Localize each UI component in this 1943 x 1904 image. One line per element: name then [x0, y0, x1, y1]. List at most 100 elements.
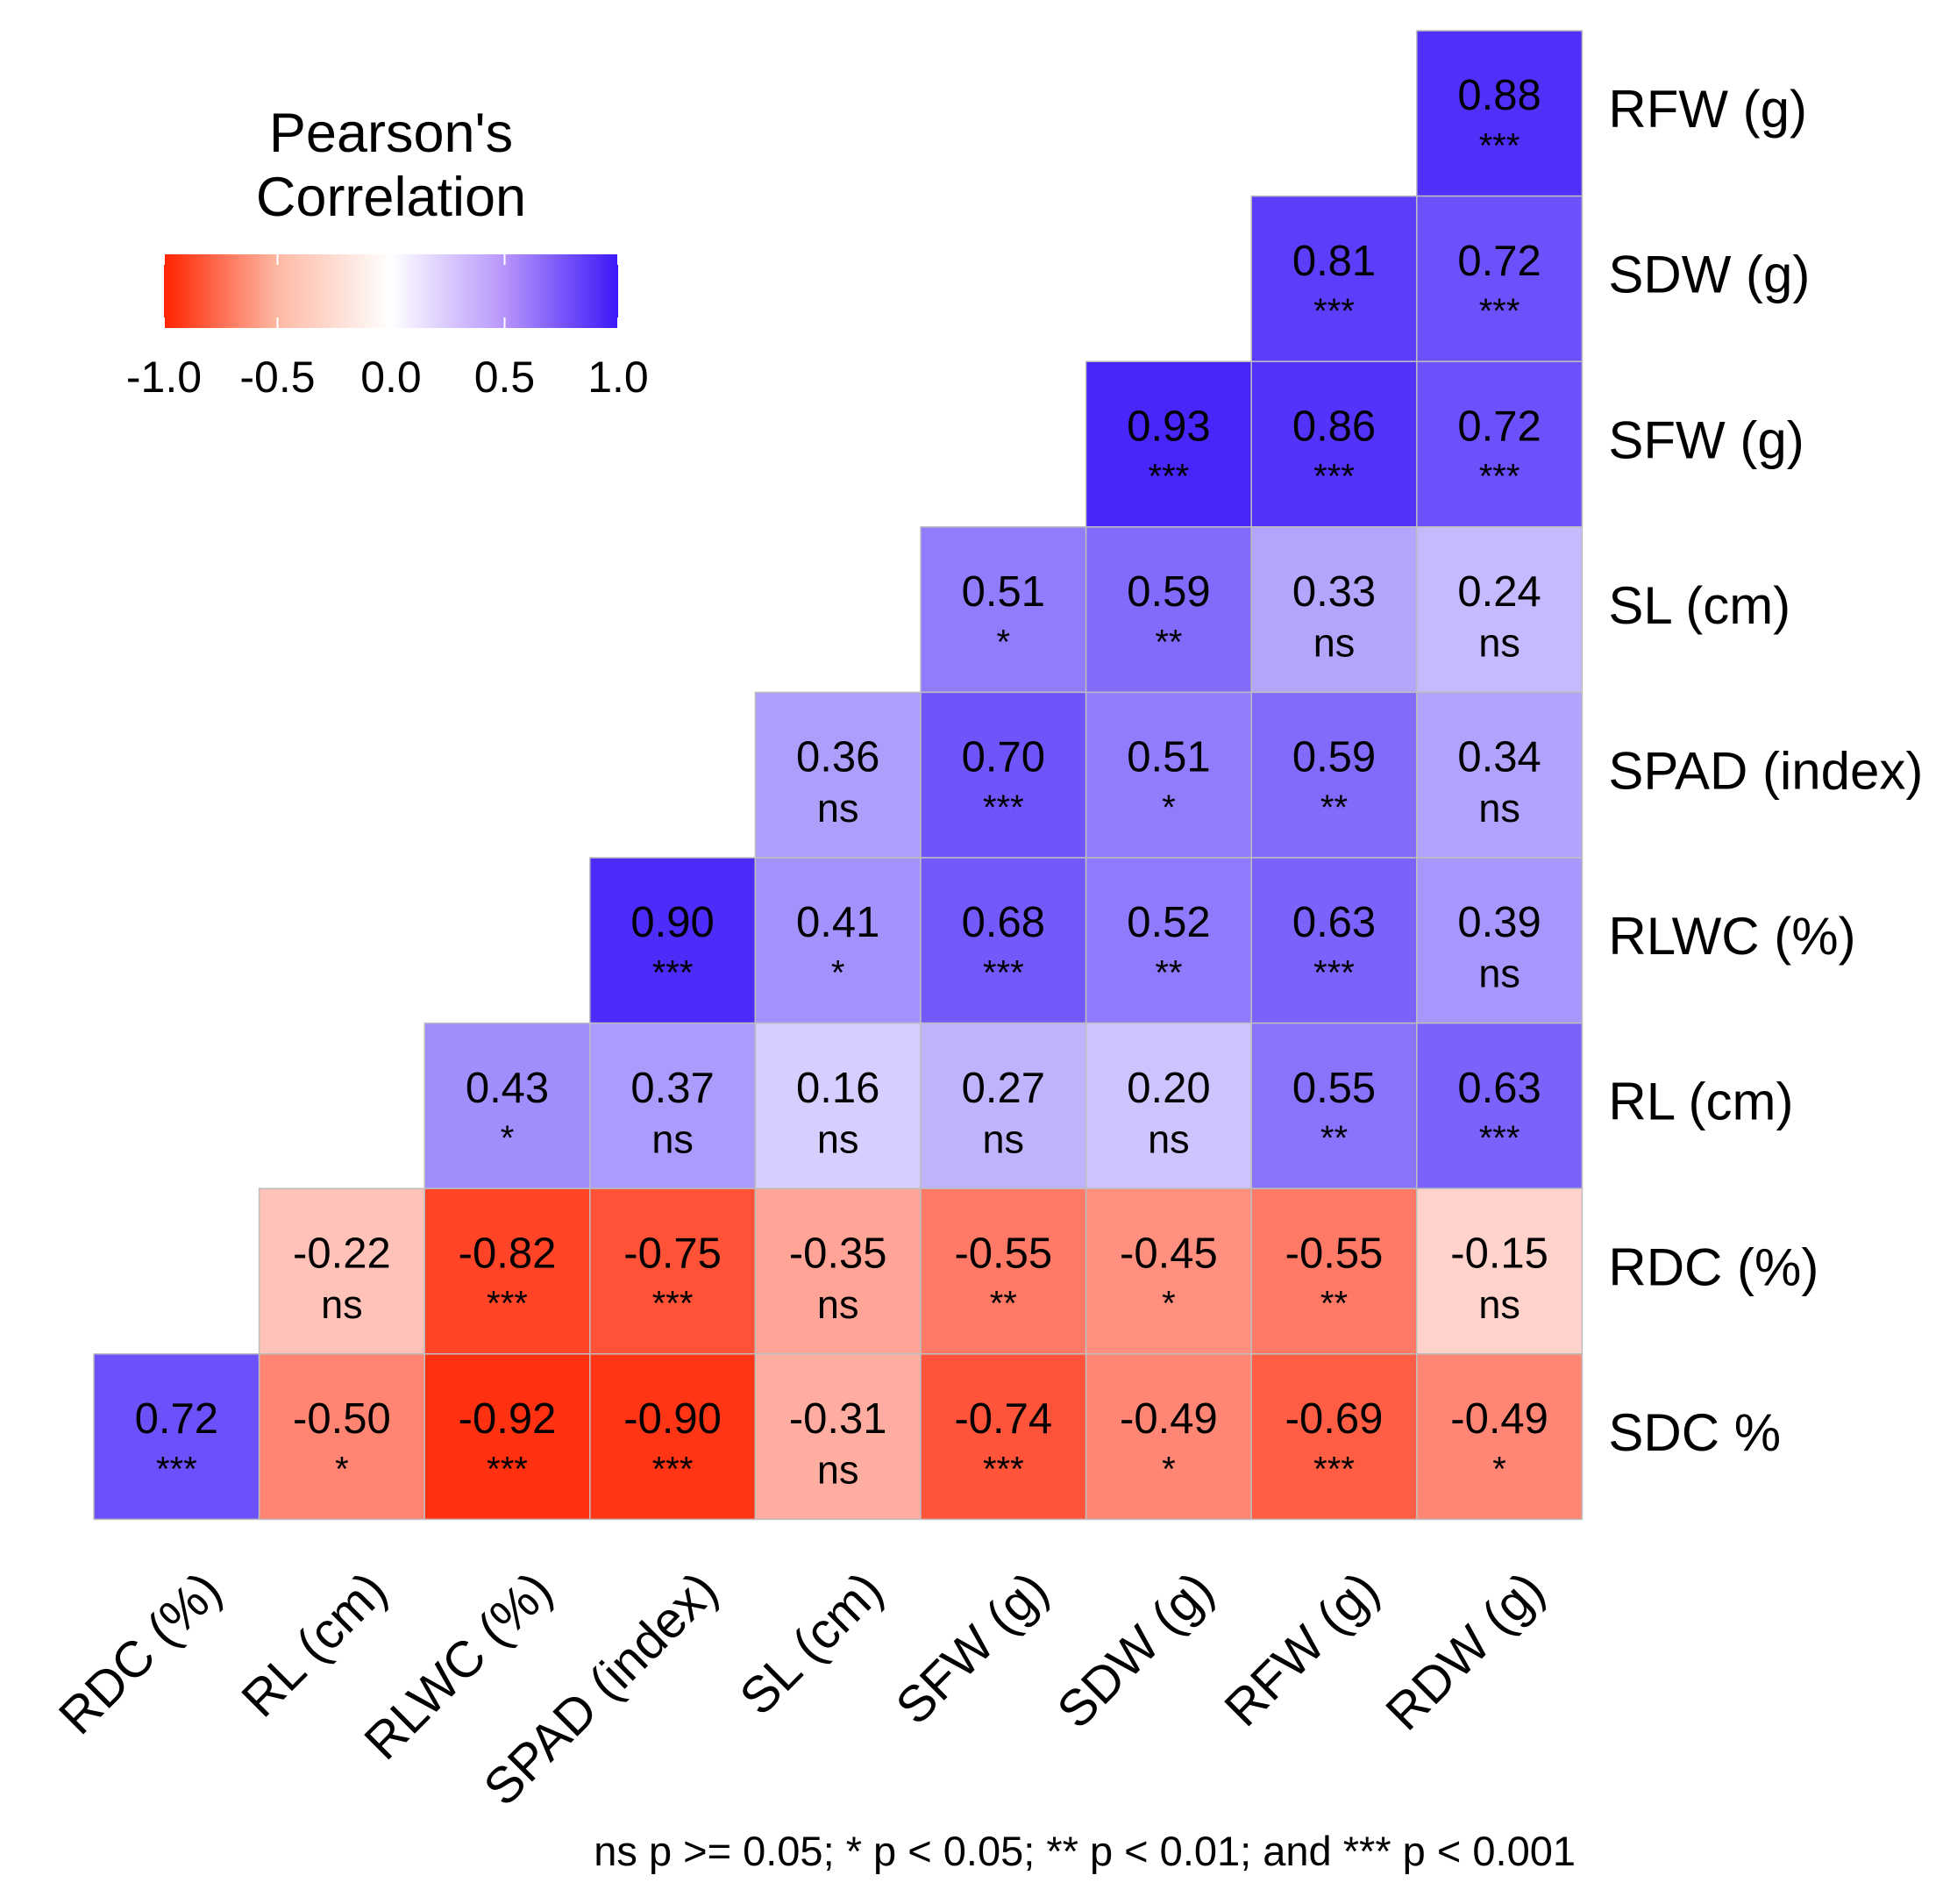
cell-significance-label: * [1492, 1450, 1506, 1488]
cell-rect [258, 1353, 425, 1521]
cell-value-label: 0.20 [1127, 1065, 1210, 1112]
heatmap-cell: 0.55 ** [1250, 1022, 1418, 1189]
column-label: RFW (g) [1213, 1561, 1390, 1737]
cell-significance-label: *** [487, 1450, 528, 1488]
heatmap-cell: 0.63 *** [1250, 857, 1418, 1024]
cell-rect [754, 1353, 922, 1521]
cell-significance-label: ** [1155, 953, 1182, 992]
cell-value-label: 0.27 [962, 1065, 1045, 1112]
cell-significance-label: ns [1478, 620, 1520, 665]
cell-rect [589, 857, 757, 1024]
cell-rect [920, 1353, 1087, 1521]
cell-value-label: -0.55 [1285, 1230, 1384, 1277]
cell-value-label: -0.49 [1120, 1395, 1218, 1443]
heatmap-cell: 0.81 *** [1250, 195, 1418, 362]
heatmap-cell: 0.63 *** [1416, 1022, 1584, 1189]
heatmap-cell: 0.72 *** [1416, 195, 1584, 362]
cell-significance-label: * [831, 953, 845, 992]
legend-tick-label: -1.0 [126, 353, 202, 402]
cell-value-label: 0.39 [1457, 899, 1541, 946]
cell-value-label: 0.59 [1127, 568, 1210, 616]
cell-value-label: 0.63 [1292, 899, 1376, 946]
cell-significance-label: ns [1478, 786, 1520, 831]
cell-rect [1416, 1022, 1584, 1189]
cell-rect [1416, 30, 1584, 197]
heatmap-cell: -0.35 ns [754, 1187, 922, 1355]
cell-significance-label: ** [1320, 1119, 1348, 1158]
cell-significance-label: ** [1320, 1285, 1348, 1323]
heatmap-cell: -0.45 * [1085, 1187, 1252, 1355]
legend-tick-label: 1.0 [587, 353, 649, 402]
cell-rect [920, 1022, 1087, 1189]
cell-significance-label: *** [983, 788, 1024, 827]
cell-significance-label: ns [1478, 1282, 1520, 1327]
cell-rect [1250, 360, 1418, 528]
heatmap-cell: 0.39 ns [1416, 857, 1584, 1024]
cell-value-label: -0.45 [1120, 1230, 1218, 1277]
cell-significance-label: ** [1320, 788, 1348, 827]
cell-significance-label: * [335, 1450, 349, 1488]
cell-rect [1085, 1022, 1252, 1189]
cell-value-label: 0.63 [1457, 1065, 1541, 1112]
cell-rect [920, 526, 1087, 694]
heatmap-cell: -0.15 ns [1416, 1187, 1584, 1355]
cell-value-label: 0.68 [962, 899, 1045, 946]
cell-significance-label: *** [156, 1450, 197, 1488]
heatmap-cell: 0.43 * [423, 1022, 591, 1189]
cell-significance-label: ** [1155, 623, 1182, 661]
row-label: RFW (g) [1608, 80, 1807, 139]
cell-rect [1250, 691, 1418, 859]
cell-rect [1085, 360, 1252, 528]
legend-color-bar [164, 254, 618, 328]
row-label: SDC % [1608, 1403, 1781, 1462]
cell-significance-label: *** [1313, 1450, 1355, 1488]
cell-value-label: 0.59 [1292, 734, 1376, 781]
cell-value-label: -0.69 [1285, 1395, 1384, 1443]
heatmap-cell: 0.51 * [920, 526, 1087, 694]
cell-value-label: 0.36 [796, 734, 879, 781]
cell-value-label: -0.22 [293, 1230, 391, 1277]
heatmap-cell: 0.36 ns [754, 691, 922, 859]
cell-value-label: 0.51 [1127, 734, 1210, 781]
legend-title-line-2: Correlation [256, 167, 526, 228]
cell-value-label: 0.16 [796, 1065, 879, 1112]
cell-rect [1250, 1022, 1418, 1189]
color-legend: Pearson's Correlation -1.0 -0.5 0.0 0.5 1.0 [126, 103, 649, 402]
cell-rect [920, 691, 1087, 859]
heatmap-cell: -0.69 *** [1250, 1353, 1418, 1521]
cell-rect [1416, 360, 1584, 528]
cell-value-label: 0.90 [630, 899, 714, 946]
cell-value-label: -0.75 [623, 1230, 722, 1277]
cell-significance-label: ns [321, 1282, 363, 1327]
heatmap-cell: 0.88 *** [1416, 30, 1584, 197]
cell-rect [93, 1353, 260, 1521]
cell-significance-label: *** [1313, 292, 1355, 331]
cell-value-label: 0.51 [962, 568, 1045, 616]
heatmap-cell: 0.41 * [754, 857, 922, 1024]
cell-value-label: 0.70 [962, 734, 1045, 781]
column-label: SL (cm) [729, 1561, 893, 1726]
cell-value-label: -0.55 [954, 1230, 1052, 1277]
heatmap-cell: 0.51 * [1085, 691, 1252, 859]
cell-value-label: 0.37 [630, 1065, 714, 1112]
column-label: SFW (g) [885, 1561, 1059, 1736]
cell-significance-label: * [1162, 1450, 1176, 1488]
cell-value-label: 0.88 [1457, 72, 1541, 119]
significance-footnote: ns p >= 0.05; * p < 0.05; ** p < 0.01; a… [594, 1828, 1576, 1874]
cell-significance-label: ns [1478, 952, 1520, 996]
cell-rect [920, 1187, 1087, 1355]
legend-title-line-1: Pearson's [269, 103, 513, 164]
row-label: RDC (%) [1608, 1237, 1818, 1296]
cell-value-label: -0.82 [459, 1230, 557, 1277]
legend-tick-label: -0.5 [239, 353, 315, 402]
cell-rect [1416, 857, 1584, 1024]
cell-significance-label: ns [817, 1116, 859, 1161]
heatmap-cell: 0.90 *** [589, 857, 757, 1024]
cell-rect [1416, 1187, 1584, 1355]
cell-significance-label: ns [983, 1116, 1025, 1161]
cell-rect [1250, 857, 1418, 1024]
heatmap-cell: -0.75 *** [589, 1187, 757, 1355]
